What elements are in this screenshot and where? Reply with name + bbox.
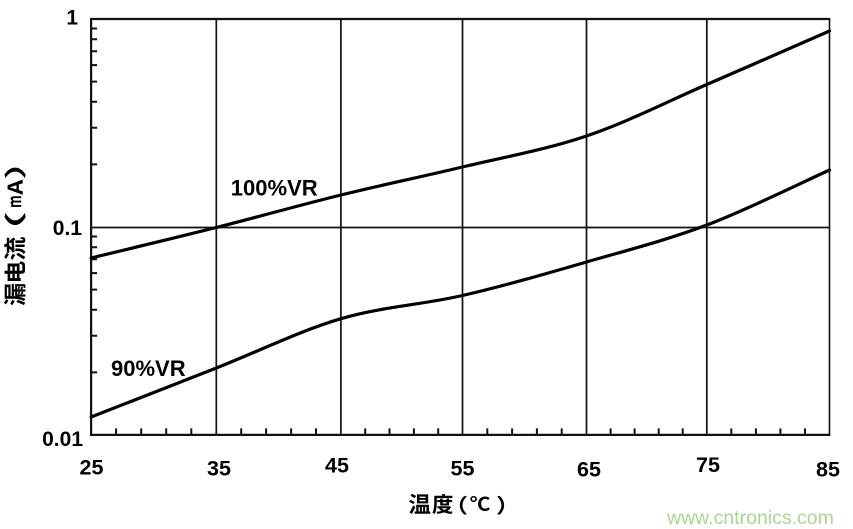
svg-text:75: 75 — [696, 453, 720, 477]
svg-text:90%VR: 90%VR — [111, 356, 186, 381]
svg-text:1: 1 — [66, 7, 78, 30]
svg-text:www.cntronics.com: www.cntronics.com — [666, 507, 834, 529]
svg-text:0.01: 0.01 — [42, 428, 83, 451]
svg-text:100%VR: 100%VR — [231, 176, 318, 201]
svg-text:0.1: 0.1 — [53, 217, 83, 240]
svg-text:55: 55 — [451, 457, 475, 481]
svg-text:85: 85 — [816, 458, 840, 482]
svg-text:65: 65 — [577, 458, 601, 482]
svg-text:35: 35 — [207, 457, 231, 481]
svg-text:25: 25 — [80, 456, 104, 480]
svg-text:45: 45 — [325, 454, 349, 478]
